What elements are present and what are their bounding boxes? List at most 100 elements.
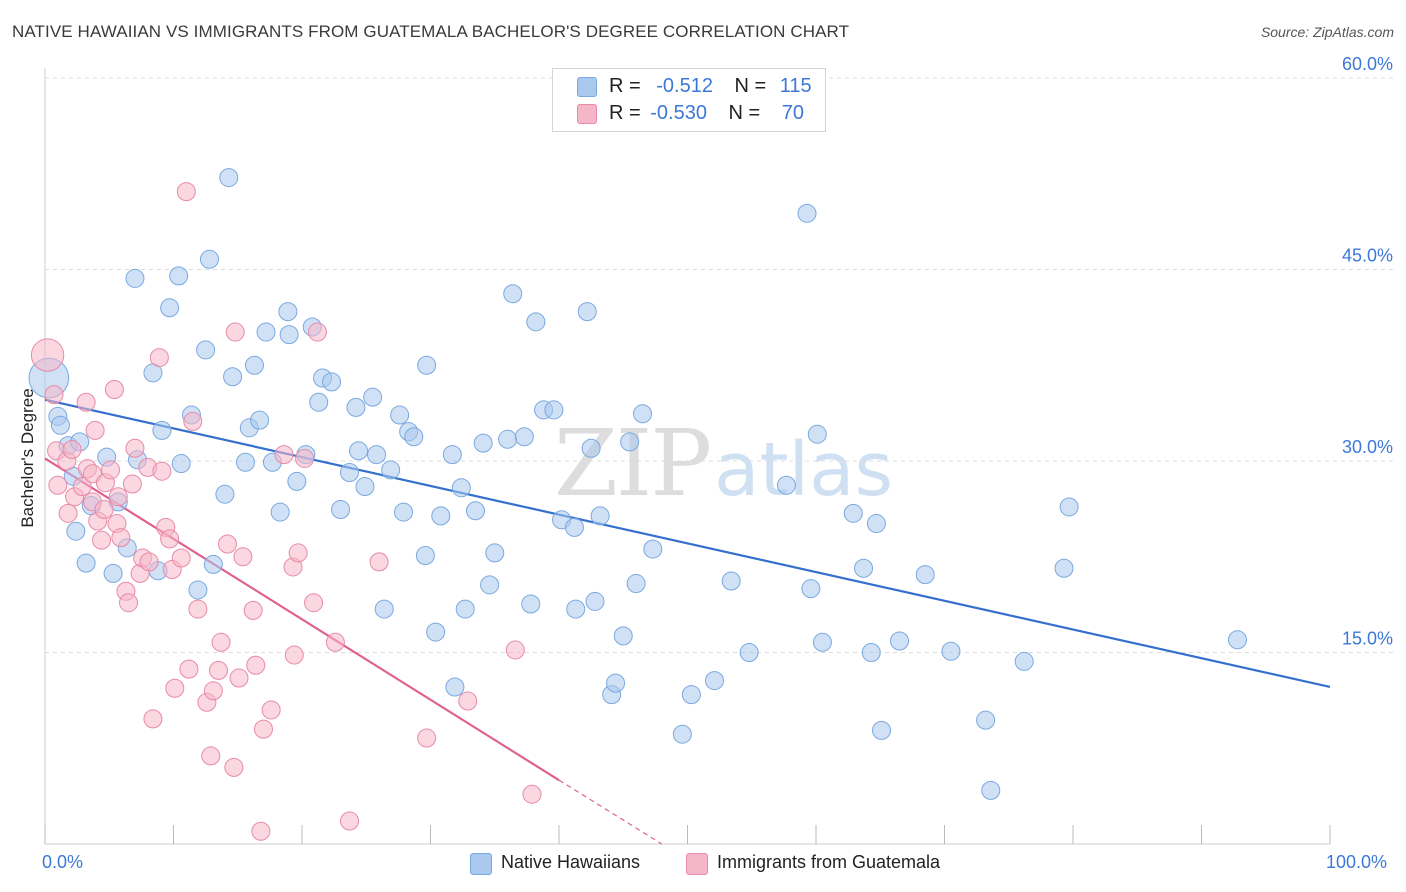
native-hawaiian-point xyxy=(890,631,910,651)
guatemala-point xyxy=(72,477,92,497)
native-hawaiian-point xyxy=(606,673,626,693)
native-hawaiian-point xyxy=(394,502,414,522)
bottom-legend-label-native-hawaiians: Native Hawaiians xyxy=(501,852,641,872)
legend-n-value: 70 xyxy=(781,102,805,124)
guatemala-point xyxy=(143,709,163,729)
guatemala-point xyxy=(125,438,145,458)
guatemala-point xyxy=(152,461,172,481)
guatemala-point xyxy=(92,530,112,550)
y-tick-label: 15.0% xyxy=(1342,629,1393,649)
native-hawaiian-point xyxy=(976,710,996,730)
guatemala-trend-extension xyxy=(558,779,663,845)
native-hawaiian-point xyxy=(521,594,541,614)
guatemala-point xyxy=(62,440,82,460)
guatemala-point xyxy=(104,380,124,400)
guatemala-point xyxy=(369,552,389,572)
native-hawaiian-point xyxy=(455,599,475,619)
guatemala-point xyxy=(139,552,159,572)
native-hawaiian-point xyxy=(590,506,610,526)
native-hawaiian-point xyxy=(854,558,874,578)
legend-n-value: 115 xyxy=(779,75,812,97)
native-hawaiian-point xyxy=(613,626,633,646)
native-hawaiian-point xyxy=(721,571,741,591)
native-hawaiian-point xyxy=(581,438,601,458)
native-hawaiian-point xyxy=(76,553,96,573)
native-hawaiian-trend-line xyxy=(44,398,1331,689)
legend: R = -0.512 N = 115 R = -0.530 N = 70 xyxy=(552,68,826,132)
native-hawaiian-point xyxy=(203,554,223,574)
guatemala-point xyxy=(203,681,223,701)
native-hawaiian-point xyxy=(188,580,208,600)
legend-swatch-native-hawaiians xyxy=(577,77,597,97)
native-hawaiian-point xyxy=(349,441,369,461)
native-hawaiian-point xyxy=(633,404,653,424)
guatemala-point xyxy=(295,448,315,468)
native-hawaiian-point xyxy=(331,500,351,520)
native-hawaiian-point xyxy=(1059,497,1079,517)
native-hawaiian-point xyxy=(503,284,523,304)
native-hawaiian-point xyxy=(404,427,424,447)
native-hawaiian-point xyxy=(426,622,446,642)
bottom-legend-label-guatemala: Immigrants from Guatemala xyxy=(717,852,941,872)
legend-n-label: N = xyxy=(734,75,767,97)
guatemala-point xyxy=(261,700,281,720)
guatemala-point xyxy=(183,411,203,431)
guatemala-point xyxy=(119,593,139,613)
native-hawaiian-point xyxy=(171,454,191,474)
native-hawaiian-point xyxy=(219,168,239,188)
y-tick-label: 30.0% xyxy=(1342,437,1393,457)
native-hawaiian-point xyxy=(381,460,401,480)
guatemala-point xyxy=(160,529,180,549)
native-hawaiian-point xyxy=(1014,651,1034,671)
guatemala-point xyxy=(325,632,345,652)
x-tick-label-right: 100.0% xyxy=(1326,852,1388,872)
bottom-legend-swatch-native-hawaiians xyxy=(470,853,492,875)
y-tick-label: 60.0% xyxy=(1342,54,1393,74)
guatemala-point xyxy=(30,338,65,372)
native-hawaiian-point xyxy=(215,484,235,504)
native-hawaiian-point xyxy=(981,780,1001,800)
guatemala-point xyxy=(149,348,169,368)
native-hawaiian-point xyxy=(801,579,821,599)
legend-r-label: R = xyxy=(609,102,641,124)
native-hawaiian-point xyxy=(199,249,219,269)
guatemala-trend-line xyxy=(44,457,560,782)
guatemala-point xyxy=(229,668,249,688)
native-hawaiian-point xyxy=(465,501,485,521)
native-hawaiian-point xyxy=(250,410,270,430)
guatemala-point xyxy=(233,547,253,567)
guatemala-point xyxy=(225,322,245,342)
legend-text-native-hawaiians: R = -0.512 N = 115 xyxy=(609,75,812,98)
guatemala-point xyxy=(340,811,360,831)
guatemala-point xyxy=(111,528,131,548)
native-hawaiian-point xyxy=(66,521,86,541)
native-hawaiian-point xyxy=(544,400,564,420)
native-hawaiian-point xyxy=(915,565,935,585)
native-hawaiian-point xyxy=(643,539,663,559)
native-hawaiian-point xyxy=(861,643,881,662)
guatemala-point xyxy=(122,474,142,494)
native-hawaiian-point xyxy=(807,424,827,444)
native-hawaiian-point xyxy=(196,340,216,360)
native-hawaiian-point xyxy=(843,503,863,523)
native-hawaiian-point xyxy=(620,432,640,452)
native-hawaiian-point xyxy=(235,452,255,472)
native-hawaiian-point xyxy=(278,302,298,322)
native-hawaiian-point xyxy=(480,575,500,595)
native-hawaiian-point xyxy=(256,322,276,342)
native-hawaiian-point xyxy=(866,514,886,534)
guatemala-point xyxy=(274,445,294,465)
trend-layer xyxy=(44,398,1331,845)
native-hawaiian-point xyxy=(244,355,264,375)
native-hawaiian-point xyxy=(390,405,410,425)
guatemala-point xyxy=(48,475,68,495)
guatemala-point xyxy=(76,392,96,412)
legend-r-value: -0.530 xyxy=(650,102,707,124)
guatemala-point xyxy=(211,632,231,652)
native-hawaiian-point xyxy=(941,641,961,661)
native-hawaiian-point xyxy=(577,302,597,322)
guatemala-point xyxy=(176,182,196,202)
guatemala-point xyxy=(108,487,128,507)
guatemala-point xyxy=(251,821,271,841)
native-hawaiian-point xyxy=(309,392,329,412)
